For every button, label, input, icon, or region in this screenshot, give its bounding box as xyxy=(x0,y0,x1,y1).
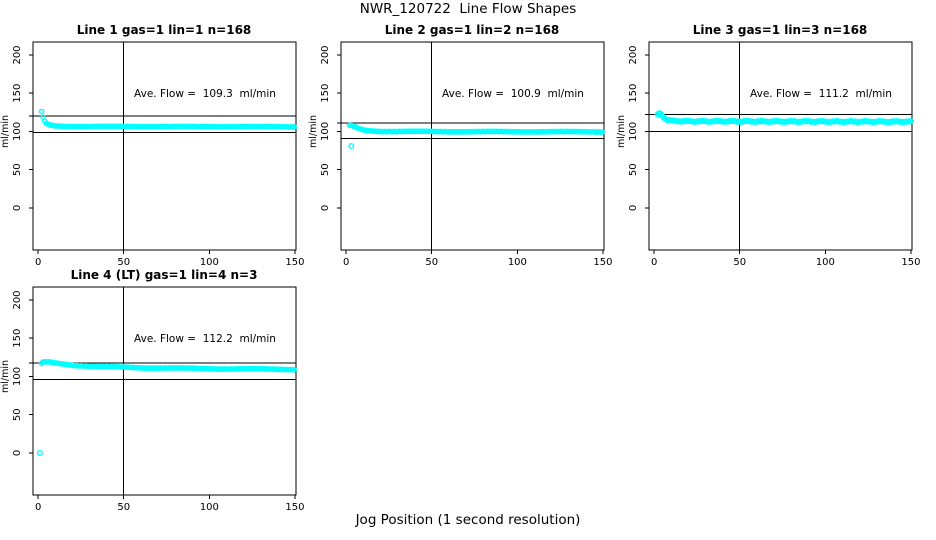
svg-text:150: 150 xyxy=(593,257,612,265)
svg-text:100: 100 xyxy=(320,122,331,141)
svg-text:150: 150 xyxy=(285,502,304,510)
svg-text:Ave. Flow = 112.2 ml/min: Ave. Flow = 112.2 ml/min xyxy=(134,333,276,345)
svg-text:Ave. Flow = 109.3 ml/min: Ave. Flow = 109.3 ml/min xyxy=(134,88,276,100)
svg-text:0: 0 xyxy=(343,257,349,265)
svg-text:ml/min: ml/min xyxy=(616,115,627,148)
svg-text:150: 150 xyxy=(901,257,920,265)
panel-line-1: Line 1 gas=1 lin=1 n=168 0 50 100 150 0 50 100… xyxy=(0,20,308,265)
plot-area-line-1: 0 50 100 150 0 50 100 150 200 ml/min Ave. Flow = 1… xyxy=(0,41,305,265)
plot-area-line-3: 0 50 100 150 0 50 100 150 200 ml/min Ave. Flow = 1… xyxy=(616,41,921,265)
svg-text:150: 150 xyxy=(12,329,23,348)
svg-text:50: 50 xyxy=(117,257,130,265)
svg-text:50: 50 xyxy=(733,257,746,265)
panel-line-4: Line 4 (LT) gas=1 lin=4 n=3 0 50 100 150 0 50… xyxy=(0,265,308,510)
svg-text:200: 200 xyxy=(628,45,639,64)
plot-line-2: Line 2 gas=1 lin=2 n=168 0 50 100 150 0 50 100… xyxy=(308,23,613,265)
svg-text:0: 0 xyxy=(628,205,639,211)
svg-text:200: 200 xyxy=(320,45,331,64)
page-title: NWR_120722 Line Flow Shapes xyxy=(359,1,577,17)
svg-text:ml/min: ml/min xyxy=(308,115,319,148)
svg-text:50: 50 xyxy=(117,502,130,510)
svg-text:100: 100 xyxy=(12,122,23,141)
svg-text:100: 100 xyxy=(628,122,639,141)
svg-text:100: 100 xyxy=(816,257,835,265)
svg-text:200: 200 xyxy=(12,290,23,309)
svg-text:100: 100 xyxy=(200,502,219,510)
svg-text:ml/min: ml/min xyxy=(0,360,11,393)
svg-text:ml/min: ml/min xyxy=(0,115,11,148)
svg-text:150: 150 xyxy=(12,84,23,103)
plot-line-4: Line 4 (LT) gas=1 lin=4 n=3 0 50 100 150 0 50… xyxy=(0,268,305,510)
svg-text:150: 150 xyxy=(628,84,639,103)
svg-text:50: 50 xyxy=(628,163,639,176)
panel-title-line-4: Line 4 (LT) gas=1 lin=4 n=3 xyxy=(71,268,258,282)
svg-text:200: 200 xyxy=(12,45,23,64)
panel-line-3: Line 3 gas=1 lin=3 n=168 0 50 100 150 0 50 100… xyxy=(616,20,924,265)
x-axis-outer-label: Jog Position (1 second resolution) xyxy=(355,512,581,528)
svg-text:50: 50 xyxy=(12,163,23,176)
svg-text:0: 0 xyxy=(35,502,41,510)
svg-text:0: 0 xyxy=(651,257,657,265)
svg-text:0: 0 xyxy=(12,450,23,456)
svg-text:0: 0 xyxy=(35,257,41,265)
svg-text:0: 0 xyxy=(320,205,331,211)
panel-title-line-2: Line 2 gas=1 lin=2 n=168 xyxy=(385,23,560,37)
svg-text:100: 100 xyxy=(508,257,527,265)
plot-area-line-4: 0 50 100 150 0 50 100 150 200 ml/min Ave. Flow = 1… xyxy=(0,286,305,510)
svg-text:150: 150 xyxy=(320,84,331,103)
svg-text:Ave. Flow = 111.2 ml/min: Ave. Flow = 111.2 ml/min xyxy=(750,88,892,100)
svg-text:50: 50 xyxy=(12,408,23,421)
svg-text:50: 50 xyxy=(425,257,438,265)
panel-title-line-3: Line 3 gas=1 lin=3 n=168 xyxy=(693,23,868,37)
svg-text:Ave. Flow = 100.9 ml/min: Ave. Flow = 100.9 ml/min xyxy=(442,88,584,100)
svg-text:100: 100 xyxy=(12,367,23,386)
svg-text:100: 100 xyxy=(200,257,219,265)
plot-line-1: Line 1 gas=1 lin=1 n=168 0 50 100 150 0 50 100… xyxy=(0,23,305,265)
plot-area-line-2: 0 50 100 150 0 50 100 150 200 ml/min Ave. Flow = 1… xyxy=(308,41,613,265)
panel-title-line-1: Line 1 gas=1 lin=1 n=168 xyxy=(77,23,252,37)
panel-line-2: Line 2 gas=1 lin=2 n=168 0 50 100 150 0 50 100… xyxy=(308,20,616,265)
svg-text:0: 0 xyxy=(12,205,23,211)
plot-line-3: Line 3 gas=1 lin=3 n=168 0 50 100 150 0 50 100… xyxy=(616,23,921,265)
svg-text:150: 150 xyxy=(285,257,304,265)
svg-text:50: 50 xyxy=(320,163,331,176)
